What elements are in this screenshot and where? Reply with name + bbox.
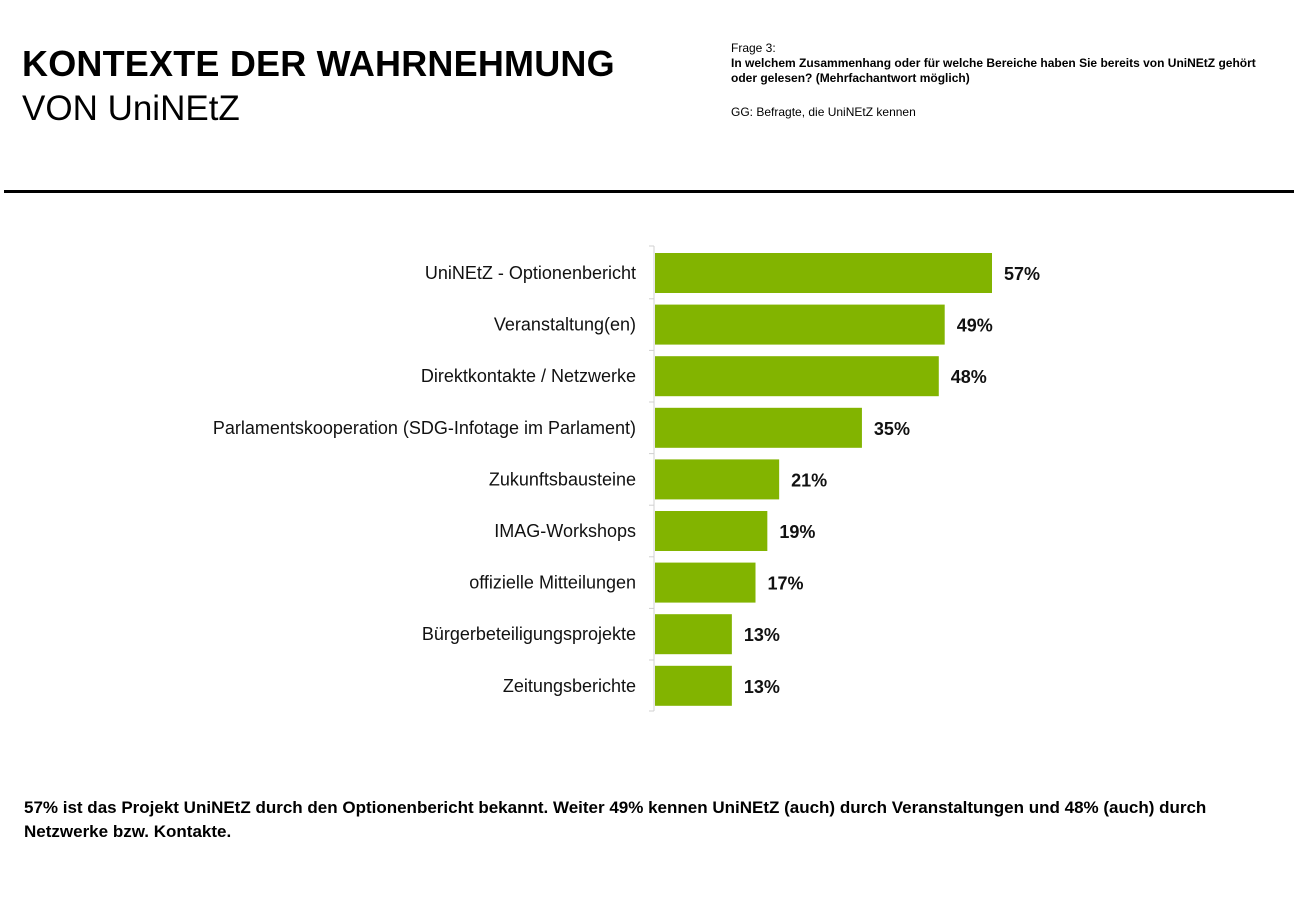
- category-label: UniNEtZ - Optionenbericht: [425, 263, 636, 283]
- value-label: 13%: [744, 625, 780, 645]
- value-label: 35%: [874, 419, 910, 439]
- category-label: Direktkontakte / Netzwerke: [421, 366, 636, 386]
- bar: [655, 665, 732, 706]
- value-label: 13%: [744, 677, 780, 697]
- summary-text: 57% ist das Projekt UniNEtZ durch den Op…: [24, 798, 1207, 841]
- value-label: 57%: [1004, 264, 1040, 284]
- base-note: GG: Befragte, die UniNEtZ kennen: [731, 105, 916, 119]
- bar: [655, 511, 768, 551]
- category-label: IMAG-Workshops: [494, 521, 636, 541]
- value-label: 19%: [779, 522, 815, 542]
- bar: [655, 356, 939, 397]
- category-label: offizielle Mitteilungen: [469, 573, 636, 593]
- question-label: Frage 3:: [731, 41, 776, 55]
- question-text: In welchem Zusammenhang oder für welche …: [731, 56, 1256, 85]
- category-label: Zukunftsbausteine: [489, 469, 636, 489]
- category-label: Bürgerbeteiligungsprojekte: [422, 624, 636, 644]
- bar: [655, 459, 780, 500]
- header-divider: [4, 190, 1294, 193]
- bar: [655, 304, 945, 345]
- value-label: 21%: [791, 470, 827, 490]
- category-label: Zeitungsberichte: [503, 676, 636, 696]
- category-label: Veranstaltung(en): [494, 315, 636, 335]
- bar: [655, 614, 732, 655]
- page-subtitle: VON UniNEtZ: [22, 89, 240, 128]
- page-title: KONTEXTE DER WAHRNEHMUNG: [22, 43, 615, 84]
- value-label: 48%: [951, 367, 987, 387]
- value-label: 17%: [768, 574, 804, 594]
- value-label: 49%: [957, 316, 993, 336]
- category-label: Parlamentskooperation (SDG-Infotage im P…: [213, 418, 636, 438]
- bar: [655, 253, 992, 293]
- bar: [655, 407, 862, 448]
- bar: [655, 562, 756, 603]
- question-block: Frage 3: In welchem Zusammenhang oder fü…: [731, 41, 1271, 120]
